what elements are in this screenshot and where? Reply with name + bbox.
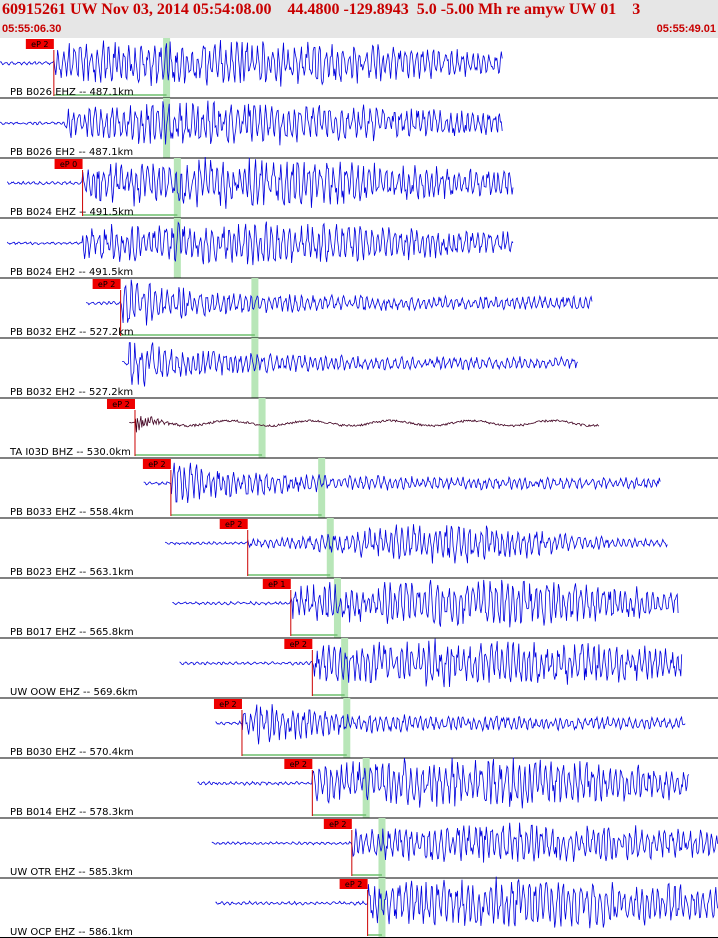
- pick-label: eP 2: [290, 640, 307, 649]
- channel-label: UW OTR EHZ -- 585.3km: [10, 867, 133, 878]
- waveform-trace: [179, 638, 683, 688]
- end-time-label: 05:55:49.01: [656, 23, 716, 35]
- channel-label: PB B017 EHZ -- 565.8km: [10, 627, 134, 638]
- channel-label: PB B026 EH2 -- 487.1km: [10, 147, 133, 158]
- predicted-arrival-bar: [173, 218, 181, 278]
- waveform-trace: [211, 822, 718, 863]
- pick-label: eP 0: [60, 160, 77, 169]
- predicted-arrival-bar: [163, 38, 171, 98]
- channel-4: PB B024 EH2 -- 491.5km: [0, 217, 718, 278]
- seismogram-plot: eP 2 PB B026 EHZ -- 487.1km PB B026 EH2 --…: [0, 38, 718, 938]
- channel-1: eP 2 PB B026 EHZ -- 487.1km: [0, 38, 503, 98]
- event-title: 60915261 UW Nov 03, 2014 05:54:08.00 44.…: [2, 1, 641, 18]
- channel-11: eP 2 UW OOW EHZ -- 569.6km: [0, 637, 718, 698]
- channel-label: UW OOW EHZ -- 569.6km: [10, 687, 138, 698]
- waveform-trace: [86, 279, 593, 326]
- channel-5: eP 2 PB B032 EHZ -- 527.2km: [0, 277, 718, 338]
- pick-label: eP 2: [98, 280, 115, 289]
- channel-label: PB B033 EHZ -- 558.4km: [10, 507, 134, 518]
- channel-7: eP 2 TA I03D BHZ -- 530.0km: [0, 397, 718, 458]
- channel-14: eP 2 UW OTR EHZ -- 585.3km: [0, 817, 718, 878]
- channel-12: eP 2 PB B030 EHZ -- 570.4km: [0, 697, 718, 758]
- pick-label-box: [339, 879, 368, 889]
- pick-label-box: [54, 159, 83, 169]
- channel-9: eP 2 PB B023 EHZ -- 563.1km: [0, 517, 718, 578]
- waveform-trace: [122, 342, 578, 387]
- channel-label: PB B030 EHZ -- 570.4km: [10, 747, 134, 758]
- waveform-trace: [143, 462, 661, 504]
- channel-2: PB B026 EH2 -- 487.1km: [0, 97, 718, 158]
- waveform-trace: [129, 415, 600, 433]
- waveform-trace: [6, 156, 514, 209]
- pick-label-box: [284, 759, 313, 769]
- predicted-arrival-bar: [333, 578, 341, 638]
- start-time-label: 05:55:06.30: [2, 23, 62, 35]
- channel-13: eP 2 PB B014 EHZ -- 578.3km: [0, 757, 718, 818]
- predicted-arrival-bar: [341, 638, 349, 698]
- predicted-arrival-bar: [343, 698, 351, 758]
- channel-15: eP 2 UW OCP EHZ -- 586.1km: [0, 876, 718, 938]
- waveform-trace: [172, 579, 679, 628]
- pick-label-box: [92, 279, 121, 289]
- pick-label: eP 2: [148, 460, 165, 469]
- pick-label: eP 2: [112, 400, 129, 409]
- pick-label: eP 2: [345, 880, 362, 889]
- channel-6: PB B032 EH2 -- 527.2km: [0, 337, 718, 398]
- channel-10: eP 1 PB B017 EHZ -- 565.8km: [0, 577, 718, 638]
- record-header: 60915261 UW Nov 03, 2014 05:54:08.00 44.…: [0, 0, 718, 38]
- pick-label: eP 2: [329, 820, 346, 829]
- channel-label: PB B023 EHZ -- 563.1km: [10, 567, 134, 578]
- pick-label: eP 2: [219, 700, 236, 709]
- waveform-trace: [164, 524, 668, 564]
- channel-label: PB B032 EHZ -- 527.2km: [10, 327, 134, 338]
- pick-label: eP 2: [31, 40, 48, 49]
- predicted-arrival-bar: [251, 278, 259, 338]
- pick-label-box: [106, 399, 135, 409]
- channel-label: TA I03D BHZ -- 530.0km: [9, 447, 131, 458]
- channel-8: eP 2 PB B033 EHZ -- 558.4km: [0, 457, 718, 518]
- pick-label-box: [284, 639, 313, 649]
- waveform-trace: [6, 221, 514, 266]
- pick-label: eP 1: [268, 580, 285, 589]
- predicted-arrival-bar: [251, 338, 259, 398]
- pick-label-box: [323, 819, 352, 829]
- waveform-trace: [215, 876, 718, 929]
- pick-label: eP 2: [225, 520, 242, 529]
- pick-label-box: [213, 699, 242, 709]
- channel-label: PB B024 EH2 -- 491.5km: [10, 267, 133, 278]
- predicted-arrival-bar: [318, 458, 326, 518]
- channel-3: eP 0 PB B024 EHZ -- 491.5km: [0, 156, 718, 218]
- waveform-trace: [197, 757, 690, 809]
- waveform-trace: [215, 704, 686, 745]
- waveform-trace: [0, 39, 503, 87]
- channel-label: PB B032 EH2 -- 527.2km: [10, 387, 133, 398]
- predicted-arrival-bar: [258, 398, 266, 458]
- pick-label-box: [262, 579, 291, 589]
- channel-label: UW OCP EHZ -- 586.1km: [10, 927, 133, 938]
- channel-label: PB B014 EHZ -- 578.3km: [10, 807, 134, 818]
- pick-label-box: [142, 459, 171, 469]
- waveform-trace: [0, 100, 503, 146]
- channel-label: PB B024 EHZ -- 491.5km: [10, 207, 134, 218]
- channel-label: PB B026 EHZ -- 487.1km: [10, 87, 134, 98]
- pick-label-box: [219, 519, 248, 529]
- pick-label: eP 2: [290, 760, 307, 769]
- pick-label-box: [25, 39, 54, 49]
